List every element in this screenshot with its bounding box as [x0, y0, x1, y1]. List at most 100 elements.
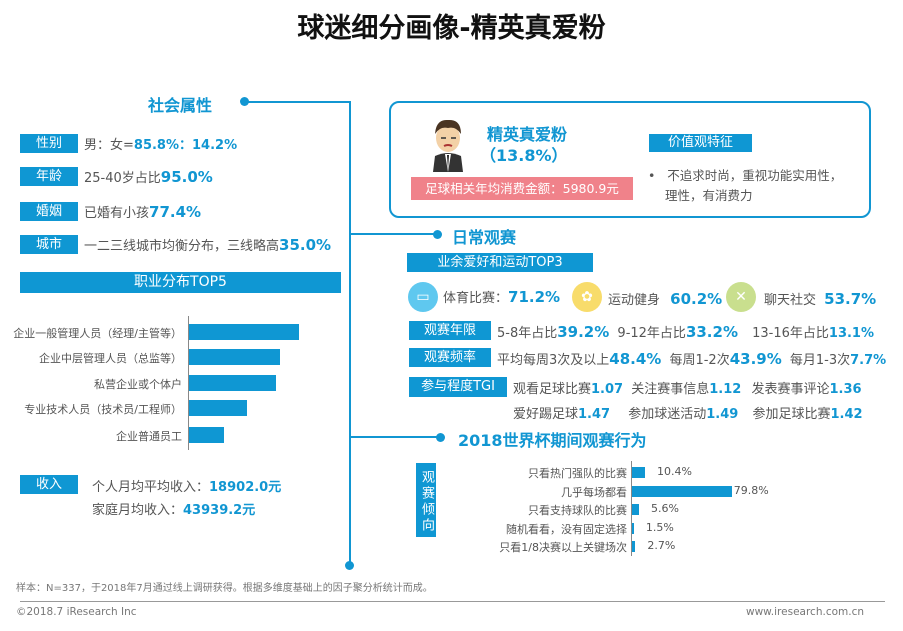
- social-text: 25-40岁占比: [84, 171, 161, 186]
- footer-divider: [20, 601, 885, 602]
- persona-name: 精英真爱粉: [487, 125, 568, 144]
- hobby-label: 运动健身: [608, 293, 661, 308]
- stat-value: 1.12: [709, 382, 742, 397]
- occupation-bar: [189, 400, 247, 416]
- hobby-1: 体育比赛：71.2%: [443, 287, 560, 306]
- hobby-value: 60.2%: [670, 290, 723, 308]
- occupation-title: 职业分布TOP5: [20, 272, 341, 293]
- social-label: 性别: [20, 134, 78, 153]
- stat-value: 1.07: [591, 382, 624, 397]
- values-text-2: 理性，有消费力: [665, 188, 753, 203]
- social-value: 95.0%: [160, 168, 213, 186]
- hobby-label: 聊天社交: [764, 293, 817, 308]
- tendency-bar: [632, 486, 732, 497]
- stat-value: 48.4%: [609, 350, 662, 368]
- stat-text: 平均每周3次及以上: [497, 353, 610, 368]
- occupation-bar: [189, 349, 280, 365]
- occupation-bar: [189, 324, 299, 340]
- social-label: 年龄: [20, 167, 78, 186]
- values-title: 价值观特征: [649, 134, 752, 152]
- family-income: 家庭月均收入：43939.2元: [92, 499, 255, 518]
- values-bullet: • 不追求时尚，重视功能实用性， 理性，有消费力: [648, 166, 842, 206]
- stat-value: 7.7%: [850, 353, 887, 368]
- stat-value: 39.2%: [557, 323, 610, 341]
- social-row: 已婚有小孩77.4%: [84, 202, 201, 221]
- values-text: 不追求时尚，重视功能实用性，: [667, 168, 843, 183]
- tendency-category-label: 只看1/8决赛以上关键场次: [499, 541, 627, 554]
- tendency-value-label: 79.8%: [733, 484, 769, 497]
- social-label: 城市: [20, 235, 78, 254]
- tendency-value-label: 1.5%: [645, 521, 674, 534]
- stat-text: 发表赛事评论: [751, 382, 830, 397]
- stat-text: 13-16年占比: [752, 326, 829, 341]
- bullet-icon: •: [648, 168, 668, 183]
- family-income-label: 家庭月均收入：: [92, 503, 184, 518]
- personal-income-label: 个人月均平均收入：: [92, 480, 210, 495]
- stat-value: 1.36: [829, 382, 862, 397]
- worldcup-axis: [631, 461, 632, 556]
- timeline-dot: [240, 97, 249, 106]
- occupation-category-label: 私营企业或个体户: [94, 378, 182, 391]
- tendency-category-label: 只看支持球队的比赛: [528, 504, 627, 517]
- occupation-bar: [189, 427, 224, 443]
- timeline-branch: [350, 436, 440, 438]
- personal-income-value: 18902.0元: [209, 480, 282, 495]
- businessman-avatar-icon: [433, 119, 463, 172]
- personal-income: 个人月均平均收入：18902.0元: [92, 476, 281, 495]
- hobby-title: 业余爱好和运动TOP3: [407, 253, 593, 272]
- tools-icon: ✕: [726, 282, 756, 312]
- occupation-axis: [188, 316, 189, 450]
- timeline-spine: [349, 101, 351, 565]
- fitness-icon: ✿: [572, 282, 602, 312]
- footnote: 样本：N=337，于2018年7月通过线上调研获得。根据多维度基础上的因子聚分析…: [16, 583, 433, 594]
- occupation-category-label: 企业中层管理人员（总监等）: [39, 352, 182, 365]
- social-value: 85.8%：14.2%: [133, 138, 238, 153]
- social-text: 一二三线城市均衡分布，三线略高: [84, 239, 280, 254]
- tendency-value-label: 10.4%: [657, 465, 692, 478]
- tendency-category-label: 几乎每场都看: [561, 486, 627, 499]
- stat-text: 爱好踢足球: [513, 407, 579, 422]
- social-label: 婚姻: [20, 202, 78, 221]
- tendency-bar: [632, 504, 639, 515]
- occupation-category-label: 专业技术人员（技术员/工程师）: [24, 403, 182, 416]
- stat-text: 关注赛事信息: [631, 382, 710, 397]
- social-text: 男：女=: [84, 138, 134, 153]
- hobby-value: 71.2%: [508, 288, 561, 306]
- tendency-value-label: 2.7%: [647, 539, 676, 552]
- social-row: 男：女=85.8%：14.2%: [84, 134, 237, 153]
- monitor-icon: ▭: [408, 282, 438, 312]
- stat-text: 观看足球比赛: [513, 382, 592, 397]
- viewing-tendency-label: 观赛倾向: [416, 463, 436, 537]
- stat-text: 每周1-2次: [669, 353, 730, 368]
- social-heading: 社会属性: [148, 96, 213, 115]
- timeline-end-dot: [345, 561, 354, 570]
- family-income-value: 43939.2元: [183, 503, 256, 518]
- tendency-bar: [632, 523, 634, 534]
- tendency-bar: [632, 541, 636, 552]
- stat-value: 1.42: [830, 407, 863, 422]
- tendency-bar: [632, 467, 645, 478]
- occupation-category-label: 企业一般管理人员（经理/主管等）: [13, 327, 182, 340]
- social-value: 77.4%: [149, 203, 202, 221]
- timeline-dot: [433, 230, 442, 239]
- stat-text: 参加足球比赛: [752, 407, 831, 422]
- tendency-category-label: 只看热门强队的比赛: [528, 467, 627, 480]
- hobby-2: 运动健身 60.2%: [608, 289, 722, 308]
- persona-share: （13.8%）: [480, 146, 568, 165]
- hobby-label: 体育比赛：: [443, 291, 509, 306]
- stat-text: 9-12年占比: [617, 326, 686, 341]
- stat-value: 13.1%: [828, 326, 875, 341]
- income-label: 收入: [20, 475, 78, 494]
- persona-card: [389, 101, 871, 218]
- social-text: 已婚有小孩: [84, 206, 150, 221]
- timeline-dot: [436, 433, 445, 442]
- stat-value: 1.49: [706, 407, 739, 422]
- social-row: 25-40岁占比95.0%: [84, 167, 213, 186]
- freq-values: 平均每周3次及以上48.4% 每周1-2次43.9% 每月1-3次7.7%: [497, 349, 886, 368]
- stat-value: 1.47: [578, 407, 611, 422]
- timeline-branch: [244, 101, 350, 103]
- tgi-values-row2: 爱好踢足球1.47 参加球迷活动1.49 参加足球比赛1.42: [513, 403, 863, 422]
- tgi-label: 参与程度TGI: [409, 377, 507, 397]
- tgi-values-row1: 观看足球比赛1.07 关注赛事信息1.12 发表赛事评论1.36: [513, 378, 862, 397]
- stat-text: 每月1-3次: [789, 353, 851, 368]
